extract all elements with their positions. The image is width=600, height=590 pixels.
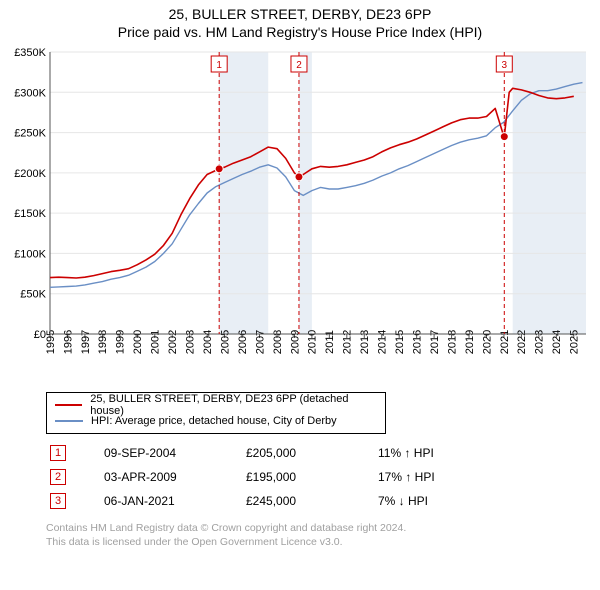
svg-text:2004: 2004 — [202, 330, 214, 354]
legend: 25, BULLER STREET, DERBY, DE23 6PP (deta… — [46, 392, 386, 434]
transaction-marker: 3 — [50, 493, 66, 509]
svg-text:1997: 1997 — [80, 330, 92, 354]
transaction-delta: 7% ↓ HPI — [378, 490, 508, 512]
svg-text:1996: 1996 — [62, 330, 74, 354]
svg-text:£350K: £350K — [14, 47, 46, 59]
svg-text:2: 2 — [296, 60, 302, 71]
svg-text:2025: 2025 — [569, 330, 581, 354]
svg-text:2000: 2000 — [132, 330, 144, 354]
svg-text:2020: 2020 — [481, 330, 493, 354]
svg-text:1: 1 — [216, 60, 222, 71]
svg-text:2002: 2002 — [167, 330, 179, 354]
svg-text:2014: 2014 — [377, 330, 389, 354]
chart-container: 25, BULLER STREET, DERBY, DE23 6PP Price… — [0, 0, 600, 557]
svg-text:1998: 1998 — [97, 330, 109, 354]
title-block: 25, BULLER STREET, DERBY, DE23 6PP Price… — [8, 6, 592, 40]
svg-text:£300K: £300K — [14, 87, 46, 99]
title-line1: 25, BULLER STREET, DERBY, DE23 6PP — [8, 6, 592, 22]
transaction-row: 2 03-APR-2009£195,00017% ↑ HPI — [48, 466, 508, 488]
svg-text:1999: 1999 — [115, 330, 127, 354]
legend-label-property: 25, BULLER STREET, DERBY, DE23 6PP (deta… — [90, 393, 377, 417]
transaction-price: £195,000 — [246, 466, 376, 488]
svg-text:£50K: £50K — [20, 289, 46, 301]
legend-item-property: 25, BULLER STREET, DERBY, DE23 6PP (deta… — [55, 397, 377, 413]
svg-text:2018: 2018 — [446, 330, 458, 354]
transaction-date: 03-APR-2009 — [104, 466, 244, 488]
chart: £0£50K£100K£150K£200K£250K£300K£350K1995… — [8, 46, 592, 386]
svg-text:£100K: £100K — [14, 248, 46, 260]
svg-text:2016: 2016 — [411, 330, 423, 354]
legend-label-hpi: HPI: Average price, detached house, City… — [91, 415, 337, 427]
svg-text:2005: 2005 — [219, 330, 231, 354]
svg-text:2022: 2022 — [516, 330, 528, 354]
svg-text:2003: 2003 — [185, 330, 197, 354]
legend-swatch-property — [55, 404, 82, 406]
svg-text:2017: 2017 — [429, 330, 441, 354]
legend-swatch-hpi — [55, 420, 83, 422]
transaction-marker: 1 — [50, 445, 66, 461]
svg-text:2012: 2012 — [342, 330, 354, 354]
svg-text:2019: 2019 — [464, 330, 476, 354]
attribution-line2: This data is licensed under the Open Gov… — [46, 536, 592, 550]
svg-text:£250K: £250K — [14, 128, 46, 140]
attribution: Contains HM Land Registry data © Crown c… — [46, 522, 592, 549]
transaction-date: 09-SEP-2004 — [104, 442, 244, 464]
transaction-price: £205,000 — [246, 442, 376, 464]
attribution-line1: Contains HM Land Registry data © Crown c… — [46, 522, 592, 536]
svg-text:2013: 2013 — [359, 330, 371, 354]
svg-text:3: 3 — [502, 60, 508, 71]
transaction-price: £245,000 — [246, 490, 376, 512]
svg-text:2007: 2007 — [254, 330, 266, 354]
transaction-delta: 11% ↑ HPI — [378, 442, 508, 464]
legend-item-hpi: HPI: Average price, detached house, City… — [55, 413, 377, 429]
svg-text:£200K: £200K — [14, 168, 46, 180]
svg-text:2006: 2006 — [237, 330, 249, 354]
transaction-row: 3 06-JAN-2021£245,0007% ↓ HPI — [48, 490, 508, 512]
svg-text:£150K: £150K — [14, 208, 46, 220]
chart-svg: £0£50K£100K£150K£200K£250K£300K£350K1995… — [8, 46, 592, 386]
svg-text:2021: 2021 — [499, 330, 511, 354]
svg-text:2024: 2024 — [551, 330, 563, 354]
svg-text:2008: 2008 — [272, 330, 284, 354]
svg-text:1995: 1995 — [45, 330, 57, 354]
svg-text:2001: 2001 — [150, 330, 162, 354]
transaction-date: 06-JAN-2021 — [104, 490, 244, 512]
transaction-delta: 17% ↑ HPI — [378, 466, 508, 488]
title-line2: Price paid vs. HM Land Registry's House … — [8, 24, 592, 40]
transaction-marker: 2 — [50, 469, 66, 485]
transactions-table: 1 09-SEP-2004£205,00011% ↑ HPI 2 03-APR-200… — [46, 440, 510, 514]
transaction-row: 1 09-SEP-2004£205,00011% ↑ HPI — [48, 442, 508, 464]
svg-text:2010: 2010 — [307, 330, 319, 354]
svg-text:2009: 2009 — [289, 330, 301, 354]
svg-text:2015: 2015 — [394, 330, 406, 354]
svg-text:2023: 2023 — [534, 330, 546, 354]
